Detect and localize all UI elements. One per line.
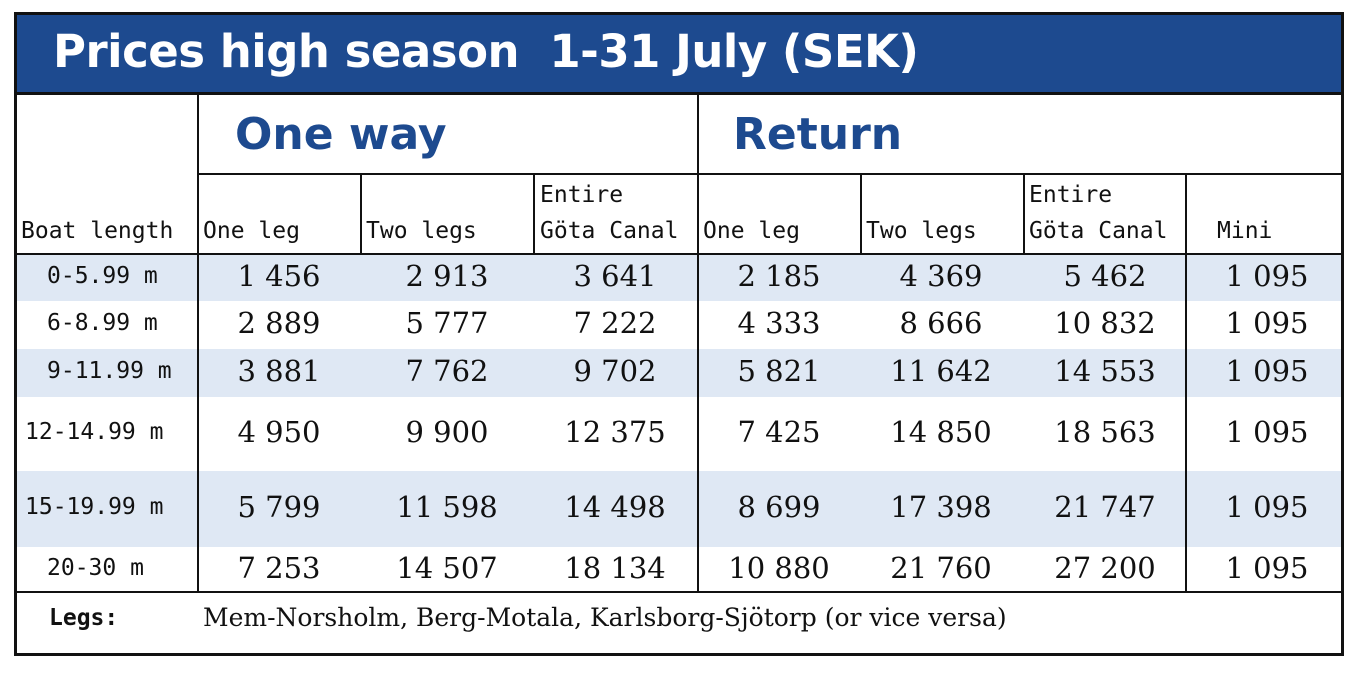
table-row: 15-19.99 m 5 799 11 598 14 498 8 699 17 398 21… — [17, 471, 1341, 547]
column-header-return-gota-canal: Göta Canal — [1029, 218, 1168, 244]
group-title-one-way: One way — [235, 109, 447, 160]
divider-mini-trip — [1185, 173, 1187, 593]
price-cell: 5 821 — [737, 354, 821, 388]
price-cell: 1 095 — [1225, 354, 1309, 388]
price-cell: 1 095 — [1225, 551, 1309, 585]
header-divider — [197, 173, 1341, 175]
price-cell: 27 200 — [1054, 551, 1156, 585]
column-header-one-way-entire: Entire — [540, 182, 624, 208]
column-header-return-one-leg: One leg — [703, 218, 800, 244]
table-title: Prices high season 1-31 July (SEK) — [53, 25, 919, 78]
price-cell: 17 398 — [890, 490, 992, 524]
group-title-return: Return — [733, 109, 903, 160]
price-cell: 2 913 — [405, 259, 489, 293]
boat-length-cell: 6-8.99 m — [47, 310, 158, 336]
price-cell: 3 881 — [237, 354, 321, 388]
divider-return — [697, 95, 699, 593]
price-cell: 11 598 — [396, 490, 498, 524]
price-cell: 21 747 — [1054, 490, 1156, 524]
price-cell: 7 762 — [405, 354, 489, 388]
price-cell: 2 185 — [737, 259, 821, 293]
price-cell: 1 095 — [1225, 259, 1309, 293]
price-cell: 1 456 — [237, 259, 321, 293]
price-cell: 7 222 — [573, 306, 657, 340]
table-header: One way Return Boat length One leg Two l… — [17, 95, 1341, 280]
price-cell: 3 641 — [573, 259, 657, 293]
price-cell: 8 666 — [899, 306, 983, 340]
title-bar: Prices high season 1-31 July (SEK) — [17, 15, 1341, 95]
column-header-one-way-gota-canal: Göta Canal — [540, 218, 679, 244]
price-cell: 18 563 — [1054, 415, 1156, 449]
price-cell: 1 095 — [1225, 415, 1309, 449]
price-cell: 1 095 — [1225, 490, 1309, 524]
price-cell: 10 880 — [728, 551, 830, 585]
price-cell: 10 832 — [1054, 306, 1156, 340]
boat-length-cell: 20-30 m — [47, 555, 144, 581]
price-cell: 21 760 — [890, 551, 992, 585]
table-bottom-line — [17, 591, 1341, 593]
table-row: 0-5.99 m 1 456 2 913 3 641 2 185 4 369 5 462 1 … — [17, 255, 1341, 301]
table-row: 20-30 m 7 253 14 507 18 134 10 880 21 760 27 2… — [17, 547, 1341, 593]
boat-length-cell: 15-19.99 m — [25, 494, 164, 520]
price-cell: 2 889 — [237, 306, 321, 340]
column-header-return-two-legs: Two legs — [866, 218, 977, 244]
divider-header — [860, 173, 862, 255]
table-row: 12-14.99 m 4 950 9 900 12 375 7 425 14 850 18 … — [17, 397, 1341, 471]
column-header-boat-length: Boat length — [21, 218, 174, 244]
price-cell: 11 642 — [890, 354, 992, 388]
price-cell: 7 253 — [237, 551, 321, 585]
divider-length — [197, 95, 199, 593]
divider-header — [360, 173, 362, 255]
legs-label: Legs: — [49, 605, 119, 631]
column-header-return-entire: Entire — [1029, 182, 1113, 208]
column-header-one-way-one-leg: One leg — [203, 218, 300, 244]
price-cell: 9 702 — [573, 354, 657, 388]
price-cell: 9 900 — [405, 415, 489, 449]
table-footer: Legs: Mem-Norsholm, Berg-Motala, Karlsbo… — [17, 593, 1341, 653]
header-bottom-line — [17, 253, 1341, 255]
price-cell: 14 553 — [1054, 354, 1156, 388]
price-cell: 5 462 — [1063, 259, 1147, 293]
price-table: Prices high season 1-31 July (SEK) One w… — [14, 12, 1344, 656]
column-header-one-way-two-legs: Two legs — [366, 218, 477, 244]
price-cell: 8 699 — [737, 490, 821, 524]
price-cell: 1 095 — [1225, 306, 1309, 340]
boat-length-cell: 0-5.99 m — [47, 263, 158, 289]
price-cell: 14 498 — [564, 490, 666, 524]
price-cell: 7 425 — [737, 415, 821, 449]
price-cell: 4 369 — [899, 259, 983, 293]
price-cell: 14 507 — [396, 551, 498, 585]
price-cell: 4 950 — [237, 415, 321, 449]
boat-length-cell: 9-11.99 m — [47, 358, 172, 384]
price-cell: 4 333 — [737, 306, 821, 340]
price-cell: 18 134 — [564, 551, 666, 585]
table-row: 6-8.99 m 2 889 5 777 7 222 4 333 8 666 10 832 1… — [17, 301, 1341, 349]
legs-text: Mem-Norsholm, Berg-Motala, Karlsborg-Sjö… — [203, 603, 1007, 632]
price-cell: 5 777 — [405, 306, 489, 340]
price-cell: 14 850 — [890, 415, 992, 449]
boat-length-cell: 12-14.99 m — [25, 419, 164, 445]
divider-header — [1023, 173, 1025, 255]
table-row: 9-11.99 m 3 881 7 762 9 702 5 821 11 642 14 55… — [17, 349, 1341, 397]
price-cell: 12 375 — [564, 415, 666, 449]
divider-header — [533, 173, 535, 255]
price-cell: 5 799 — [237, 490, 321, 524]
